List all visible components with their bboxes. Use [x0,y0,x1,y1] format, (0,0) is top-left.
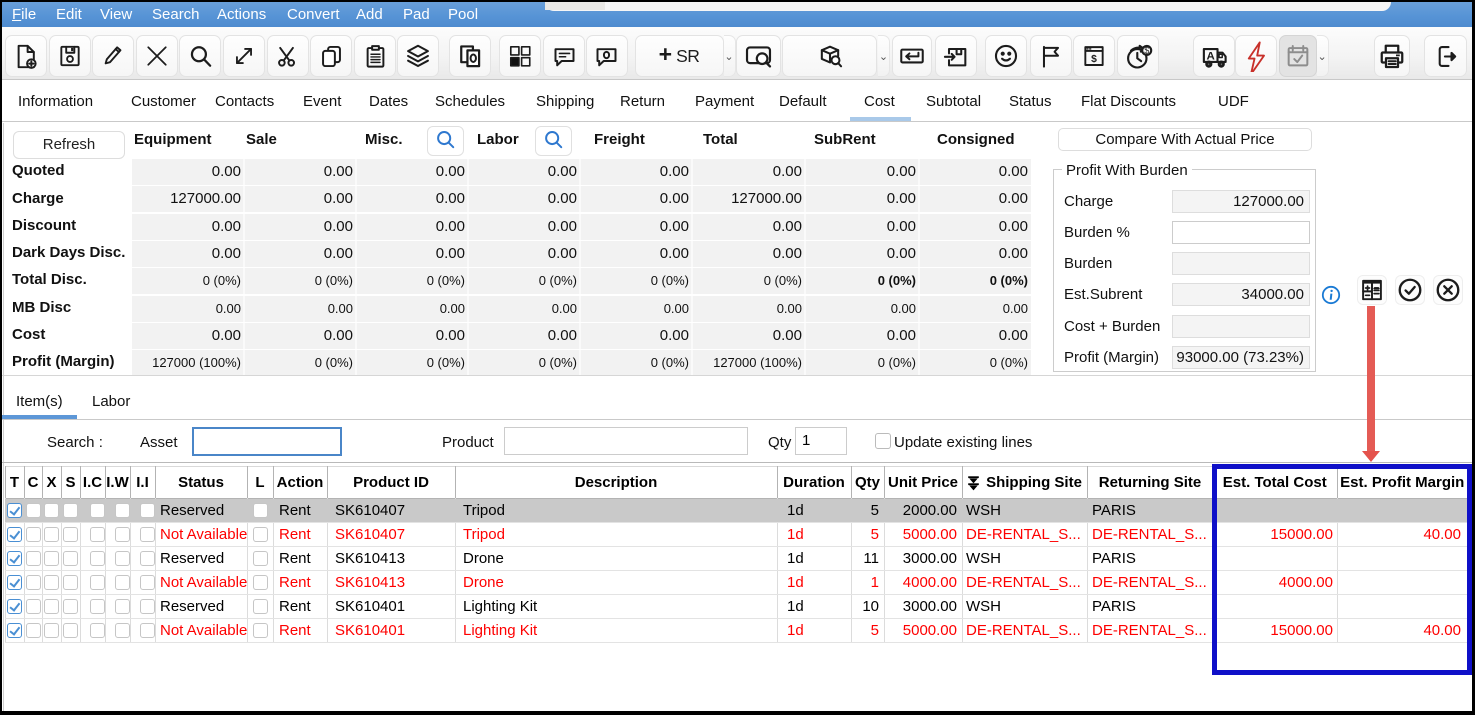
svg-text:$: $ [1144,45,1149,55]
svg-text:$: $ [1091,54,1097,65]
svg-text:A: A [1206,50,1214,62]
